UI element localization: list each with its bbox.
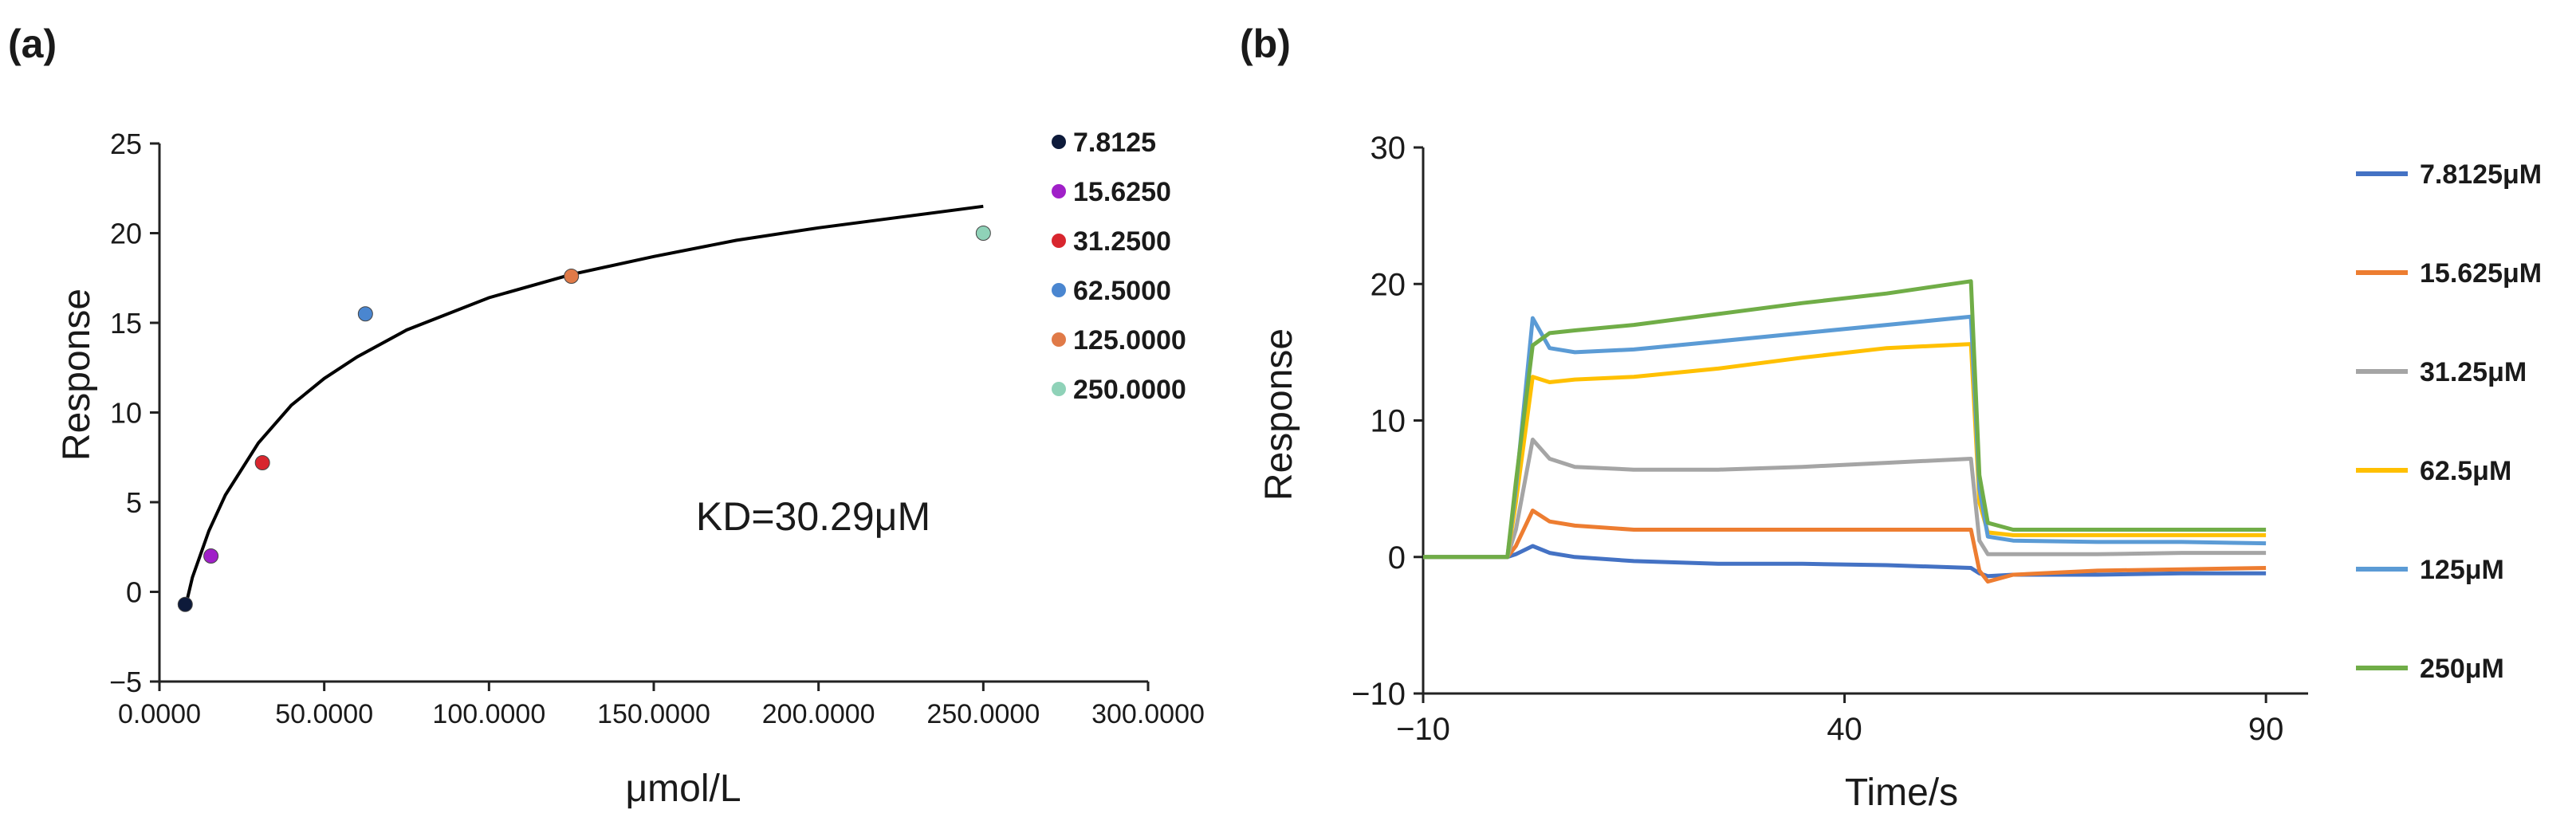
x-tick-label: −10	[1396, 712, 1450, 747]
x-tick-label: 40	[1827, 712, 1862, 747]
panel-a: (a) Response μmol/L −5 0 5 10 15 20 25 0.0000 5…	[8, 22, 1205, 810]
series-line	[1423, 438, 2267, 560]
y-tick-label: 10	[110, 397, 142, 430]
series-line	[1423, 279, 2267, 560]
fit-curve	[183, 204, 984, 609]
panel-a-label: (a)	[8, 22, 57, 66]
y-tick-label: −10	[1351, 677, 1406, 712]
panel-b: (b) Response Time/s −10 0 10 20 30 −10 40 90 7…	[1240, 22, 2542, 814]
y-tick-label: 10	[1371, 404, 1406, 439]
series-line	[1423, 342, 2267, 560]
data-point	[203, 548, 219, 564]
x-tick-label: 250.0000	[926, 699, 1040, 729]
data-point	[975, 226, 991, 241]
y-tick-label: 25	[110, 128, 142, 160]
legend-label: 7.8125	[1073, 128, 1156, 158]
kd-annotation: KD=30.29μM	[696, 494, 930, 539]
panel-a-xlabel: μmol/L	[625, 768, 741, 810]
x-tick-label: 100.0000	[432, 699, 545, 729]
legend-marker	[1052, 234, 1066, 248]
x-tick-label: 90	[2248, 712, 2284, 747]
legend-marker	[1052, 382, 1066, 396]
panel-a-legend: 7.8125 15.6250 31.2500 62.5000 125.0000 250.0…	[1052, 128, 1186, 405]
legend-label: 250μM	[2420, 654, 2504, 684]
legend-marker	[1052, 283, 1066, 297]
y-tick-label: −5	[109, 666, 142, 698]
x-tick-label: 150.0000	[597, 699, 710, 729]
y-tick-label: 20	[110, 218, 142, 250]
data-point	[564, 269, 580, 284]
data-point	[254, 455, 270, 470]
y-tick-label: 0	[1388, 540, 1406, 576]
panel-b-ylabel: Response	[1258, 328, 1300, 501]
panel-a-ylabel: Response	[56, 289, 98, 461]
y-tick-label: 20	[1371, 267, 1406, 302]
x-tick-label: 0.0000	[118, 699, 201, 729]
legend-label: 31.25μM	[2420, 357, 2527, 387]
panel-b-xlabel: Time/s	[1845, 772, 1958, 814]
legend-marker	[1052, 135, 1066, 149]
legend-label: 62.5000	[1073, 276, 1171, 306]
y-tick-label: 5	[126, 486, 142, 519]
legend-label: 15.6250	[1073, 177, 1171, 207]
legend-label: 125μM	[2420, 555, 2504, 585]
legend-label: 62.5μM	[2420, 456, 2511, 486]
data-point	[177, 596, 193, 612]
legend-label: 250.0000	[1073, 375, 1186, 405]
data-point	[357, 306, 373, 322]
legend-label: 7.8125μM	[2420, 159, 2542, 190]
y-tick-label: 15	[110, 307, 142, 340]
y-tick-label: 30	[1371, 131, 1406, 166]
x-tick-label: 200.0000	[762, 699, 875, 729]
y-tick-label: 0	[126, 576, 142, 609]
series-line	[1423, 509, 2267, 584]
legend-label: 125.0000	[1073, 325, 1186, 356]
legend-label: 31.2500	[1073, 226, 1171, 257]
x-tick-label: 50.0000	[275, 699, 373, 729]
legend-marker	[1052, 184, 1066, 198]
panel-b-label: (b)	[1240, 22, 1291, 66]
panel-b-legend: 7.8125μM 15.625μM 31.25μM 62.5μM 125μM 250μM	[2356, 159, 2542, 684]
legend-marker	[1052, 332, 1066, 347]
legend-label: 15.625μM	[2420, 258, 2542, 289]
x-tick-label: 300.0000	[1091, 699, 1205, 729]
